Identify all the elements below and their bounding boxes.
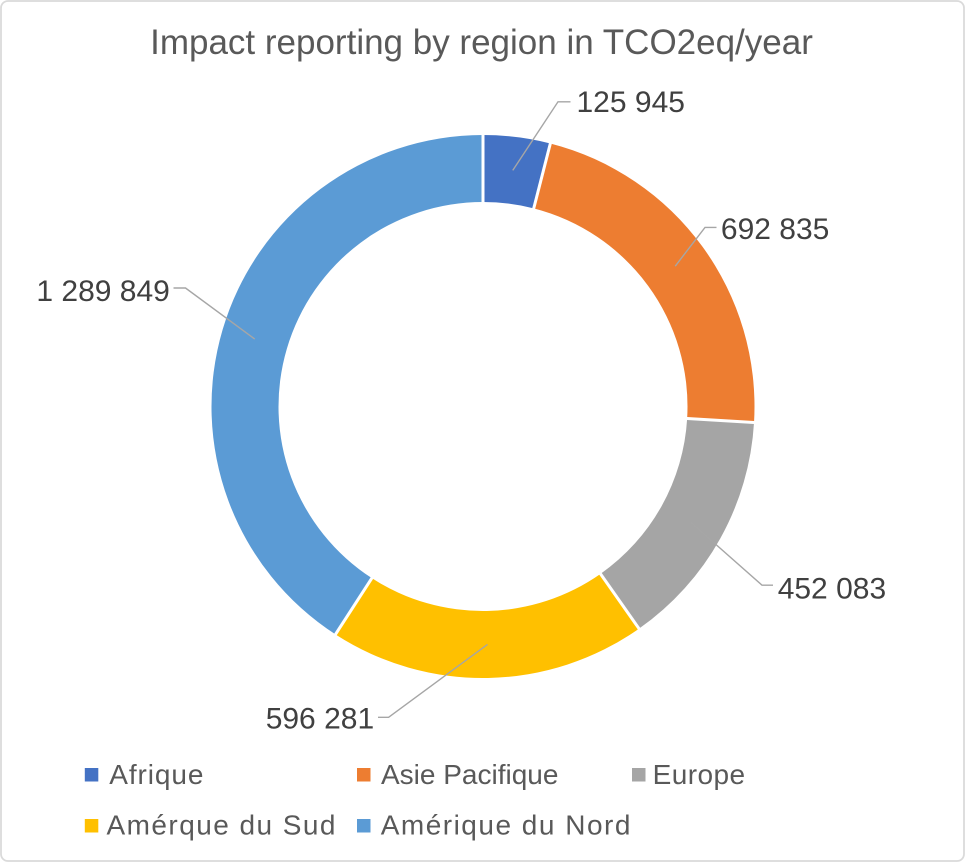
svg-text:Amérique du Nord: Amérique du Nord xyxy=(381,810,632,841)
svg-text:Europe: Europe xyxy=(653,759,746,790)
svg-text:692 835: 692 835 xyxy=(721,213,829,246)
svg-text:125 945: 125 945 xyxy=(577,86,685,119)
svg-text:596 281: 596 281 xyxy=(266,703,374,736)
svg-text:Impact reporting by region in: Impact reporting by region in TCO2eq/yea… xyxy=(150,23,813,62)
svg-text:452 083: 452 083 xyxy=(778,572,886,605)
svg-text:Afrique: Afrique xyxy=(109,759,204,790)
svg-text:Asie Pacifique: Asie Pacifique xyxy=(381,759,558,790)
svg-text:Amérque du Sud: Amérque du Sud xyxy=(107,810,337,841)
svg-text:1 289 849: 1 289 849 xyxy=(36,275,169,308)
